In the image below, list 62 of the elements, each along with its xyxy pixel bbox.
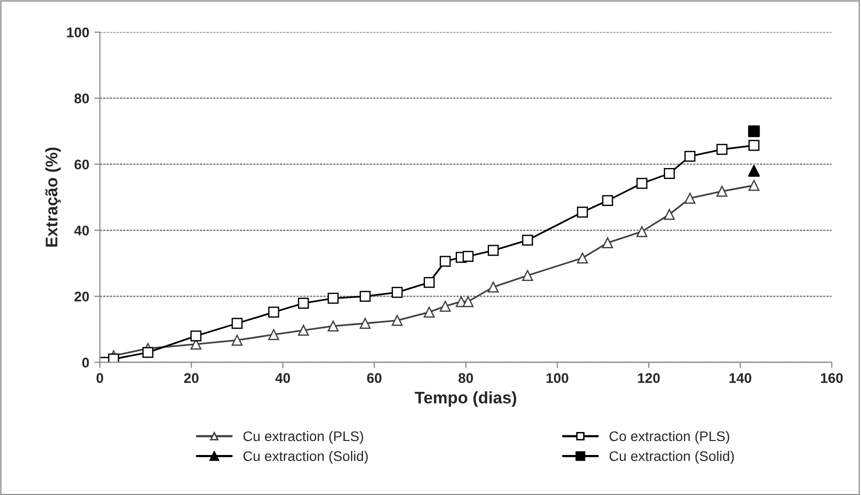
point — [298, 324, 309, 336]
y-tick-label: 0 — [82, 358, 89, 368]
x-axis-title: Tempo (dias) — [414, 391, 516, 407]
y-tick-label: 40 — [74, 226, 89, 236]
legend-label: Cu extraction (Solid) — [243, 450, 368, 464]
x-tick-label: 40 — [275, 373, 290, 383]
point — [488, 282, 499, 293]
point — [664, 168, 675, 179]
point — [328, 292, 339, 304]
point — [328, 320, 339, 332]
x-tick-label: 60 — [367, 373, 382, 383]
y-tick-label: 20 — [74, 292, 89, 302]
legend-label: Co extraction (PLS) — [610, 430, 730, 444]
x-tick-label: 140 — [730, 373, 752, 383]
point — [684, 192, 696, 204]
point — [190, 330, 202, 342]
legend-label: Cu extraction (Solid) — [610, 450, 734, 464]
y-tick-label: 60 — [74, 160, 89, 170]
point — [748, 180, 760, 191]
point — [636, 178, 648, 189]
point — [142, 346, 154, 358]
x-tick-label: 20 — [184, 373, 199, 383]
point — [664, 208, 675, 220]
point — [636, 226, 648, 238]
x-tick-label: 160 — [821, 373, 843, 383]
point — [716, 186, 728, 197]
point — [462, 250, 474, 262]
point — [424, 276, 435, 288]
point — [440, 256, 451, 267]
point — [268, 306, 280, 318]
point — [232, 334, 243, 346]
point — [268, 329, 280, 340]
y-tick-label: 100 — [67, 28, 89, 38]
point — [716, 144, 728, 155]
point — [522, 234, 534, 246]
x-tick-label: 0 — [96, 373, 104, 383]
point — [298, 298, 309, 309]
point — [360, 318, 371, 329]
point — [748, 165, 760, 177]
x-tick-label: 100 — [546, 373, 568, 383]
x-tick-label: 80 — [458, 373, 473, 383]
point — [232, 318, 243, 329]
point — [392, 286, 403, 298]
point — [488, 244, 499, 256]
point — [576, 252, 588, 264]
point — [602, 237, 614, 248]
point — [576, 206, 588, 218]
point — [684, 150, 696, 162]
point — [462, 296, 474, 308]
x-tick-label: 120 — [638, 373, 660, 383]
point — [424, 306, 435, 318]
point — [522, 270, 534, 281]
point — [440, 300, 451, 312]
legend-label: Cu extraction (PLS) — [243, 430, 364, 444]
point — [392, 314, 403, 326]
y-tick-label: 80 — [74, 94, 89, 104]
point — [360, 290, 371, 302]
point — [748, 125, 760, 138]
point — [602, 195, 614, 206]
point — [108, 354, 120, 362]
point — [748, 140, 760, 151]
y-axis-title: Extração (%) — [45, 148, 61, 247]
